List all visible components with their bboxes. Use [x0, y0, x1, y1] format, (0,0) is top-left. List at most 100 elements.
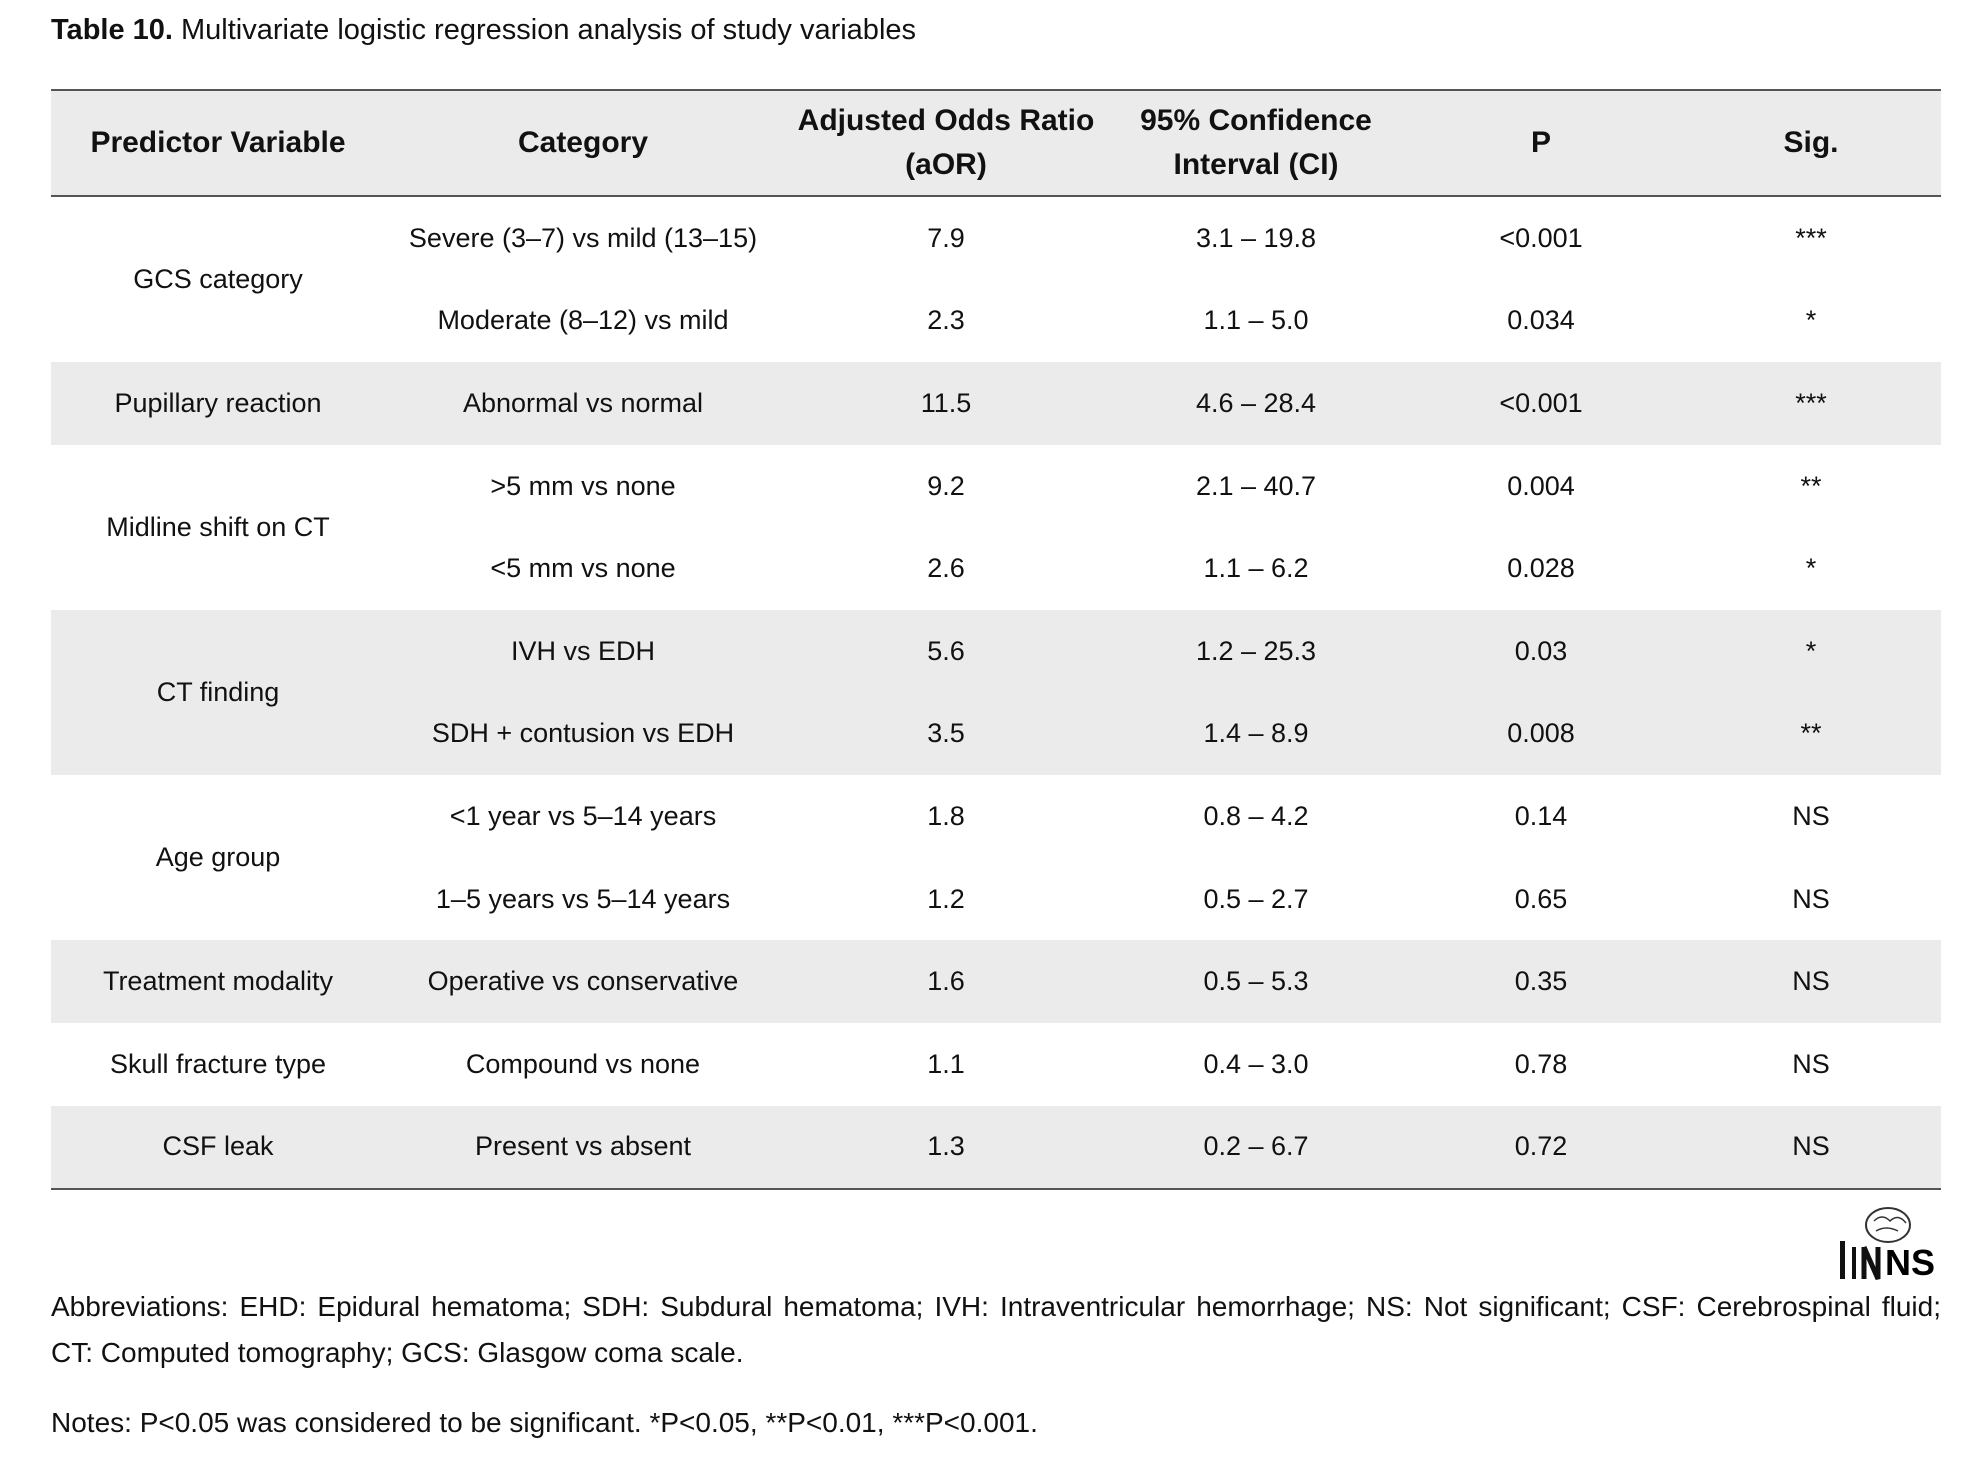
journal-logo: NS [1840, 1207, 1935, 1283]
adjusted-odds-ratio: 7.9 [927, 222, 965, 253]
adjusted-odds-ratio: 9.2 [927, 470, 965, 501]
significance: NS [1681, 940, 1941, 1023]
confidence-interval: 4.6 – 28.4 [1111, 362, 1401, 445]
confidence-interval: 0.8 – 4.2 [1203, 800, 1309, 831]
table-row: 1–5 years vs 5–14 years 1.2 0.5 – 2.7 0.65 N… [51, 858, 1941, 941]
significance: NS [1792, 1048, 1830, 1079]
adjusted-odds-ratio: 3.5 [781, 692, 1111, 776]
significance: *** [1795, 222, 1827, 253]
p-value: 0.65 [1514, 883, 1568, 914]
adjusted-odds-ratio: 2.3 [927, 305, 965, 336]
predictor-variable: Age group [155, 842, 281, 873]
table-body: GCS category Severe (3–7) vs mild (13–15)… [51, 196, 1941, 1190]
significance: NS [1681, 1105, 1941, 1190]
abbreviations: Abbreviations: EHD: Epidural hematoma; S… [51, 1291, 1941, 1368]
adjusted-odds-ratio: 1.8 [927, 800, 965, 831]
category: Moderate (8–12) vs mild [437, 305, 729, 336]
category: Present vs absent [385, 1105, 781, 1190]
confidence-interval: 1.1 – 5.0 [1203, 305, 1309, 336]
confidence-interval: 0.4 – 3.0 [1203, 1048, 1309, 1079]
logo-bar [1852, 1247, 1856, 1279]
regression-table: Predictor Variable Category Adjusted Odds … [51, 89, 1941, 1191]
confidence-interval: 0.5 – 2.7 [1203, 883, 1309, 914]
significance: NS [1792, 800, 1830, 831]
table-row: Midline shift on CT >5 mm vs none 9.2 2.1 –… [51, 445, 1941, 542]
adjusted-odds-ratio: 1.6 [781, 940, 1111, 1023]
confidence-interval: 0.2 – 6.7 [1111, 1105, 1401, 1190]
predictor-variable: Treatment modality [51, 940, 385, 1023]
significance: * [1681, 609, 1941, 693]
p-value: <0.001 [1401, 362, 1681, 445]
confidence-interval: 1.2 – 25.3 [1111, 609, 1401, 693]
table-row: <5 mm vs none 2.6 1.1 – 6.2 0.028 * [51, 527, 1941, 610]
table-row: Moderate (8–12) vs mild 2.3 1.1 – 5.0 0.034… [51, 280, 1941, 363]
adjusted-odds-ratio: 5.6 [781, 609, 1111, 693]
table-title: Table 10. Multivariate logistic regressi… [51, 14, 916, 47]
adjusted-odds-ratio: 1.1 [927, 1048, 965, 1079]
category: Abnormal vs normal [385, 362, 781, 445]
p-value: 0.14 [1514, 800, 1568, 831]
header-row: Predictor Variable Category Adjusted Odds … [51, 90, 1941, 197]
logo-bar [1840, 1241, 1845, 1279]
adjusted-odds-ratio: 1.2 [927, 883, 965, 914]
category: 1–5 years vs 5–14 years [435, 883, 731, 914]
table-row: CSF leak Present vs absent 1.3 0.2 – 6.7 0.7… [51, 1105, 1941, 1190]
table-row: Skull fracture type Compound vs none 1.1 0.… [51, 1023, 1941, 1106]
significance: * [1805, 305, 1817, 336]
logo-spine [1861, 1245, 1881, 1281]
category: Severe (3–7) vs mild (13–15) [408, 222, 758, 253]
category: <5 mm vs none [490, 553, 676, 584]
confidence-interval: 2.1 – 40.7 [1195, 470, 1317, 501]
confidence-interval: 1.1 – 6.2 [1203, 553, 1309, 584]
significance: ** [1681, 692, 1941, 776]
table-row: CT finding IVH vs EDH 5.6 1.2 – 25.3 0.03 * [51, 609, 1941, 776]
table-row: Age group <1 year vs 5–14 years 1.8 0.8 – 4… [51, 775, 1941, 872]
significance: *** [1681, 362, 1941, 445]
category: Compound vs none [465, 1048, 701, 1079]
category: <1 year vs 5–14 years [449, 800, 717, 831]
category: IVH vs EDH [385, 609, 781, 693]
logo-brain-folds [1873, 1216, 1907, 1232]
predictor-variable: Skull fracture type [109, 1048, 327, 1079]
p-value: 0.35 [1401, 940, 1681, 1023]
column-header: Adjusted Odds Ratio (aOR) [781, 90, 1111, 197]
adjusted-odds-ratio: 1.3 [781, 1105, 1111, 1190]
p-value: 0.72 [1401, 1105, 1681, 1190]
predictor-variable: Midline shift on CT [106, 511, 330, 542]
table-row: GCS category Severe (3–7) vs mild (13–15)… [51, 196, 1941, 294]
predictor-variable: CSF leak [51, 1105, 385, 1190]
predictor-variable: Pupillary reaction [51, 362, 385, 445]
p-value: 0.03 [1401, 609, 1681, 693]
p-value: 0.78 [1514, 1048, 1568, 1079]
p-value: 0.004 [1507, 470, 1575, 501]
predictor-variable: CT finding [51, 609, 385, 776]
table-row: Treatment modality Operative vs conservat… [51, 940, 1941, 1023]
column-header: P [1401, 90, 1681, 197]
p-value: 0.028 [1507, 553, 1575, 584]
column-header: Category [385, 90, 781, 197]
column-header: Sig. [1681, 90, 1941, 197]
predictor-variable: GCS category [133, 264, 303, 295]
category: >5 mm vs none [490, 470, 676, 501]
significance: NS [1792, 883, 1830, 914]
confidence-interval: 0.5 – 5.3 [1111, 940, 1401, 1023]
column-header: 95% Confidence Interval (CI) [1111, 90, 1401, 197]
adjusted-odds-ratio: 11.5 [781, 362, 1111, 445]
table-number: Table 10. [51, 14, 173, 46]
p-value: <0.001 [1499, 222, 1583, 253]
logo-brain [1865, 1207, 1911, 1243]
significance: * [1805, 553, 1817, 584]
table-row: Pupillary reaction Abnormal vs normal 11.5… [51, 362, 1941, 445]
confidence-interval: 3.1 – 19.8 [1195, 222, 1317, 253]
notes: Notes: P<0.05 was considered to be signi… [51, 1407, 1038, 1438]
significance: ** [1800, 470, 1822, 501]
column-header: Predictor Variable [51, 90, 385, 197]
p-value: 0.008 [1401, 692, 1681, 776]
adjusted-odds-ratio: 2.6 [927, 553, 965, 584]
category: SDH + contusion vs EDH [385, 692, 781, 776]
p-value: 0.034 [1507, 305, 1575, 336]
confidence-interval: 1.4 – 8.9 [1111, 692, 1401, 776]
category: Operative vs conservative [385, 940, 781, 1023]
title-text: Multivariate logistic regression analysi… [172, 14, 917, 46]
